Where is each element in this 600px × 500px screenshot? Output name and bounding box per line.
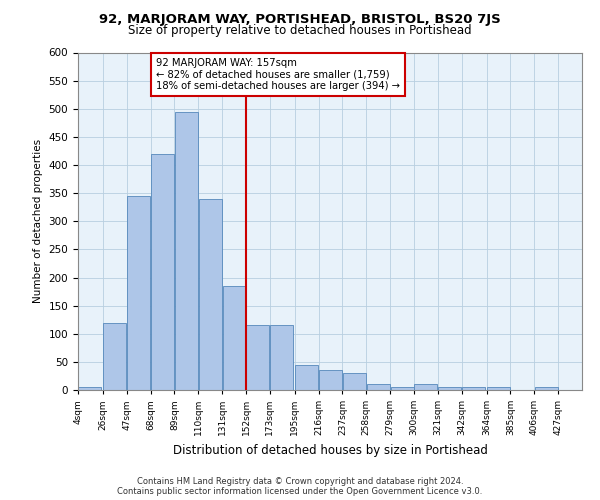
Text: Size of property relative to detached houses in Portishead: Size of property relative to detached ho… [128, 24, 472, 37]
Text: Contains HM Land Registry data © Crown copyright and database right 2024.
Contai: Contains HM Land Registry data © Crown c… [118, 476, 482, 496]
Bar [247, 326, 269, 390]
Bar [103, 322, 127, 390]
Bar [270, 326, 293, 390]
Bar [319, 370, 342, 390]
Text: 92 MARJORAM WAY: 157sqm
← 82% of detached houses are smaller (1,759)
18% of semi: 92 MARJORAM WAY: 157sqm ← 82% of detache… [156, 58, 400, 91]
Bar [151, 154, 174, 390]
X-axis label: Distribution of detached houses by size in Portishead: Distribution of detached houses by size … [173, 444, 487, 456]
Bar [295, 364, 318, 390]
Bar [199, 198, 222, 390]
Bar [391, 387, 413, 390]
Bar [343, 373, 366, 390]
Bar [462, 387, 485, 390]
Text: 92, MARJORAM WAY, PORTISHEAD, BRISTOL, BS20 7JS: 92, MARJORAM WAY, PORTISHEAD, BRISTOL, B… [99, 12, 501, 26]
Bar [223, 286, 245, 390]
Bar [415, 384, 437, 390]
Bar [79, 387, 101, 390]
Y-axis label: Number of detached properties: Number of detached properties [33, 139, 43, 304]
Bar [127, 196, 150, 390]
Bar [535, 387, 558, 390]
Bar [438, 387, 461, 390]
Bar [175, 112, 198, 390]
Bar [487, 387, 510, 390]
Bar [367, 384, 390, 390]
